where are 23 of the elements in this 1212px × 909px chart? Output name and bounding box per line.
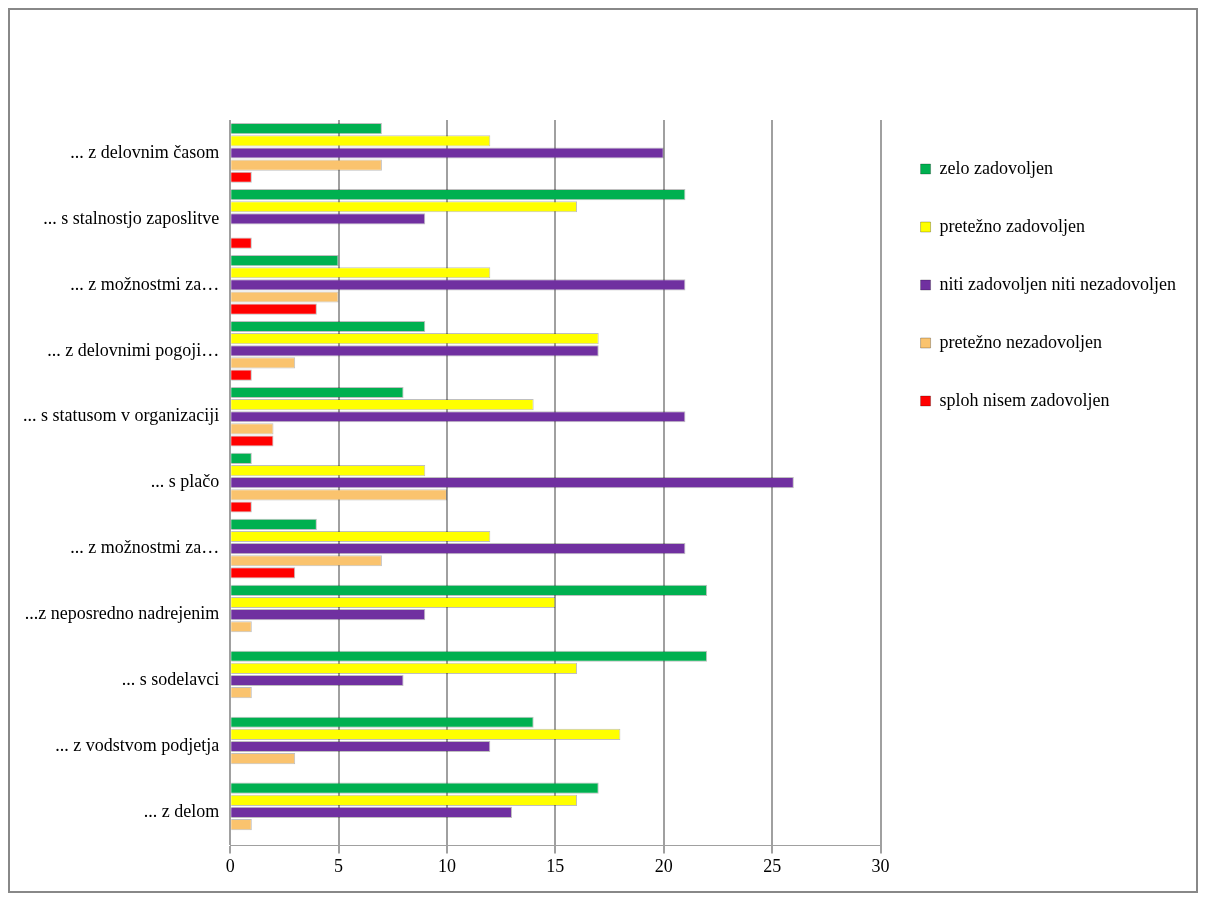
y-tick-label: ... z vodstvom podjetja	[55, 735, 220, 756]
legend-label: sploh nisem zadovoljen	[939, 389, 1110, 410]
y-tick-label: ... z delom	[143, 801, 220, 822]
legend-label: pretežno nezadovoljen	[939, 331, 1102, 352]
y-tick-label: ... s sodelavci	[121, 669, 220, 690]
y-tick-label: ...z neposredno nadrejenim	[24, 603, 220, 624]
y-tick-label: ... z delovnimi pogoji…	[47, 339, 220, 360]
x-tick-label: 10	[437, 855, 456, 876]
y-tick-label: ... z možnostmi za…	[70, 537, 220, 558]
x-tick-label: 30	[871, 855, 890, 876]
y-tick-label: ... z delovnim časom	[70, 141, 220, 162]
y-tick-label: ... z možnostmi za…	[70, 273, 220, 294]
y-tick-label: ... s statusom v organizaciji	[23, 405, 220, 426]
legend-label: niti zadovoljen niti nezadovoljen	[939, 273, 1176, 294]
y-tick-label: ... s plačo	[150, 471, 220, 492]
legend-label: zelo zadovoljen	[939, 157, 1054, 178]
x-tick-label: 5	[334, 855, 344, 876]
x-tick-label: 15	[546, 855, 565, 876]
legend-label: pretežno zadovoljen	[939, 215, 1085, 236]
x-tick-label: 0	[225, 855, 235, 876]
y-tick-label: ... s stalnostjo zaposlitve	[43, 207, 220, 228]
x-tick-label: 20	[654, 855, 673, 876]
x-tick-label: 25	[763, 855, 782, 876]
